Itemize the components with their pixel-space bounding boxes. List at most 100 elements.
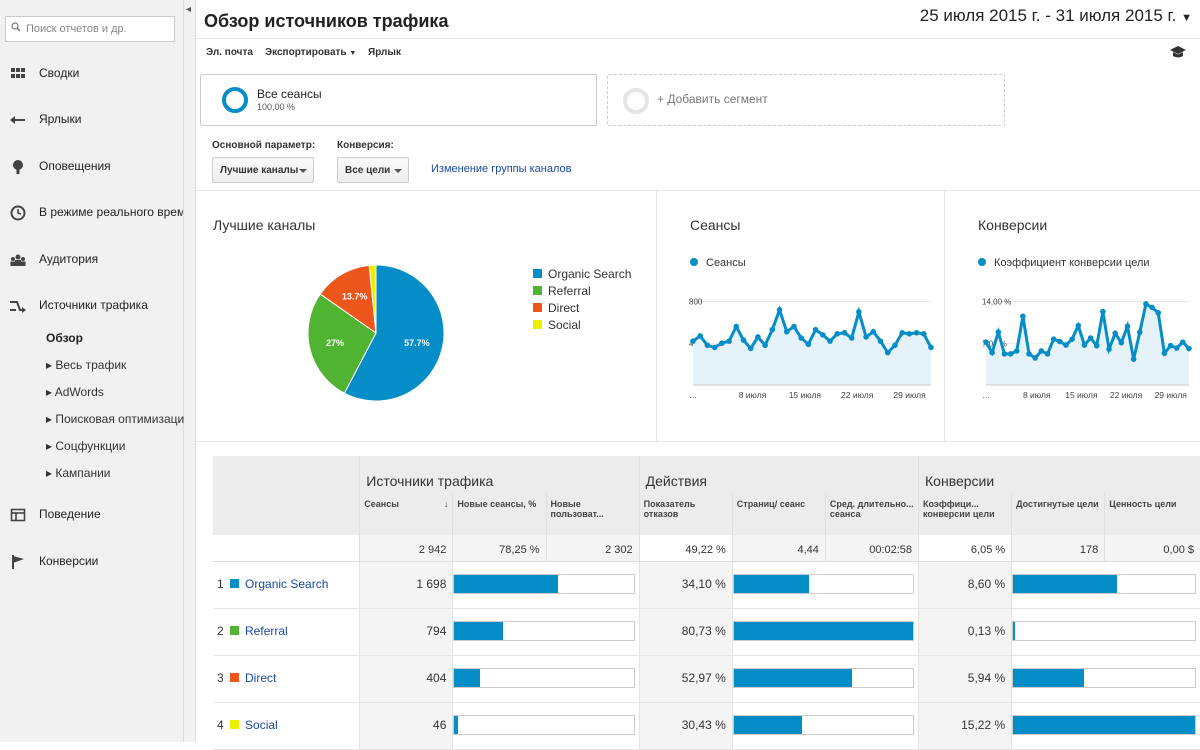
data-point[interactable] [841,329,848,336]
column-header-goal-value[interactable]: Ценность цели [1104,493,1200,535]
data-point[interactable] [1167,342,1174,349]
data-point[interactable] [1026,351,1032,357]
data-point[interactable] [776,307,783,313]
data-point[interactable] [762,342,768,349]
data-point[interactable] [697,333,704,339]
table-row[interactable]: 2 Referral 794 80,73 % 0,13 % [213,608,1200,656]
legend-item-organic-search[interactable]: Organic Search [533,267,631,281]
data-point[interactable] [892,342,898,349]
data-point[interactable] [1069,336,1075,342]
data-point[interactable] [884,349,891,356]
data-point[interactable] [1081,342,1088,348]
legend-item-direct[interactable]: Direct [533,301,579,315]
data-point[interactable] [769,326,776,333]
channel-link[interactable]: Social [245,717,278,732]
data-point[interactable] [719,340,725,347]
data-point[interactable] [791,323,797,330]
data-point[interactable] [1020,313,1026,320]
data-point[interactable] [1038,348,1045,354]
data-point[interactable] [863,334,869,340]
pie-slice-social[interactable] [368,264,377,334]
data-point[interactable] [812,326,819,333]
data-point[interactable] [1124,323,1131,330]
data-point[interactable] [704,342,711,349]
add-segment-button[interactable]: + Добавить сегмент [607,74,1005,126]
sidebar-item-conversions[interactable]: Конверсии [0,550,184,574]
data-point[interactable] [834,331,841,337]
sidebar-item-dashboards[interactable]: Сводки [0,62,184,86]
data-point[interactable] [870,328,877,335]
data-point[interactable] [1180,339,1186,345]
column-header-pages-session[interactable]: Страниц/ сеанс [731,493,826,535]
sidebar-sub-seo[interactable]: ▸ Поисковая оптимизация [46,412,191,426]
data-point[interactable] [726,338,732,344]
graduation-cap-icon[interactable] [1170,46,1186,58]
column-header-new-sessions[interactable]: Новые сеансы, % [452,493,547,535]
sidebar-item-alerts[interactable]: Оповещения [0,155,184,179]
pie-slice-direct[interactable] [319,264,377,335]
data-point[interactable] [1032,355,1039,361]
data-point[interactable] [1075,322,1082,329]
sidebar-sub-overview[interactable]: Обзор [46,331,83,345]
column-header-sessions[interactable]: Сеансы ↓ [359,493,453,535]
data-point[interactable] [798,335,804,341]
data-point[interactable] [755,334,761,340]
data-point[interactable] [1001,351,1008,357]
pie-slice-organic-search[interactable] [343,264,445,402]
data-point[interactable] [928,344,934,351]
sidebar-item-audience[interactable]: Аудитория [0,248,184,272]
search-input[interactable]: Поиск отчетов и др. [5,16,175,42]
date-range-picker[interactable]: 25 июля 2015 г. - 31 июля 2015 г. ▼ [920,6,1192,26]
email-button[interactable]: Эл. почта [206,47,253,58]
table-row[interactable]: 1 Organic Search 1 698 34,10 % 8,60 % [213,561,1200,609]
data-point[interactable] [1057,338,1063,345]
data-point[interactable] [1130,356,1137,362]
pie-slice-referral[interactable] [307,293,377,394]
data-point[interactable] [1106,346,1112,352]
data-point[interactable] [747,345,754,352]
data-point[interactable] [1087,335,1094,341]
data-point[interactable] [690,338,696,344]
data-point[interactable] [899,329,905,336]
conversion-select[interactable]: Все цели [337,157,409,183]
data-point[interactable] [1173,345,1180,351]
data-point[interactable] [1149,304,1155,311]
sidebar-collapse-handle[interactable]: ◂ [184,0,196,742]
data-point[interactable] [740,337,747,343]
shortcut-button[interactable]: Ярлык [368,47,401,58]
data-point[interactable] [1186,345,1192,352]
data-point[interactable] [856,309,862,315]
data-point[interactable] [920,331,927,337]
column-header-conv-rate[interactable]: Коэффици... конверсии цели [918,493,1012,535]
data-point[interactable] [989,349,995,356]
data-point[interactable] [1118,339,1125,346]
data-point[interactable] [805,341,812,348]
column-header-bounce-rate[interactable]: Показатель отказов [638,493,733,535]
export-button[interactable]: Экспортировать ▼ [265,47,356,58]
data-point[interactable] [1044,351,1051,357]
data-point[interactable] [995,329,1002,335]
data-point[interactable] [1093,342,1100,349]
sidebar-item-shortcuts[interactable]: Ярлыки [0,108,184,132]
data-point[interactable] [733,323,740,330]
channel-link[interactable]: Direct [245,670,277,685]
data-point[interactable] [1007,351,1014,357]
channel-link[interactable]: Organic Search [245,576,329,591]
column-header-new-users[interactable]: Новые пользоват... [545,493,640,535]
data-point[interactable] [711,344,718,351]
data-point[interactable] [1013,348,1020,354]
segment-all-sessions[interactable]: Все сеансы 100,00 % [200,74,597,126]
data-point[interactable] [1100,308,1106,315]
sidebar-sub-all-traffic[interactable]: ▸ Весь трафик [46,358,127,372]
data-point[interactable] [783,328,790,335]
data-point[interactable] [906,331,913,337]
data-point[interactable] [877,338,884,344]
data-point[interactable] [913,329,920,336]
sidebar-item-acquisition[interactable]: Источники трафика [0,294,184,318]
channel-link[interactable]: Referral [245,623,288,638]
table-row[interactable]: 3 Direct 404 52,97 % 5,94 % [213,655,1200,703]
sidebar-sub-campaigns[interactable]: ▸ Кампании [46,466,111,480]
primary-dimension-select[interactable]: Лучшие каналы [212,157,314,183]
sidebar-sub-adwords[interactable]: ▸ AdWords [46,385,104,399]
data-point[interactable] [1155,309,1162,316]
